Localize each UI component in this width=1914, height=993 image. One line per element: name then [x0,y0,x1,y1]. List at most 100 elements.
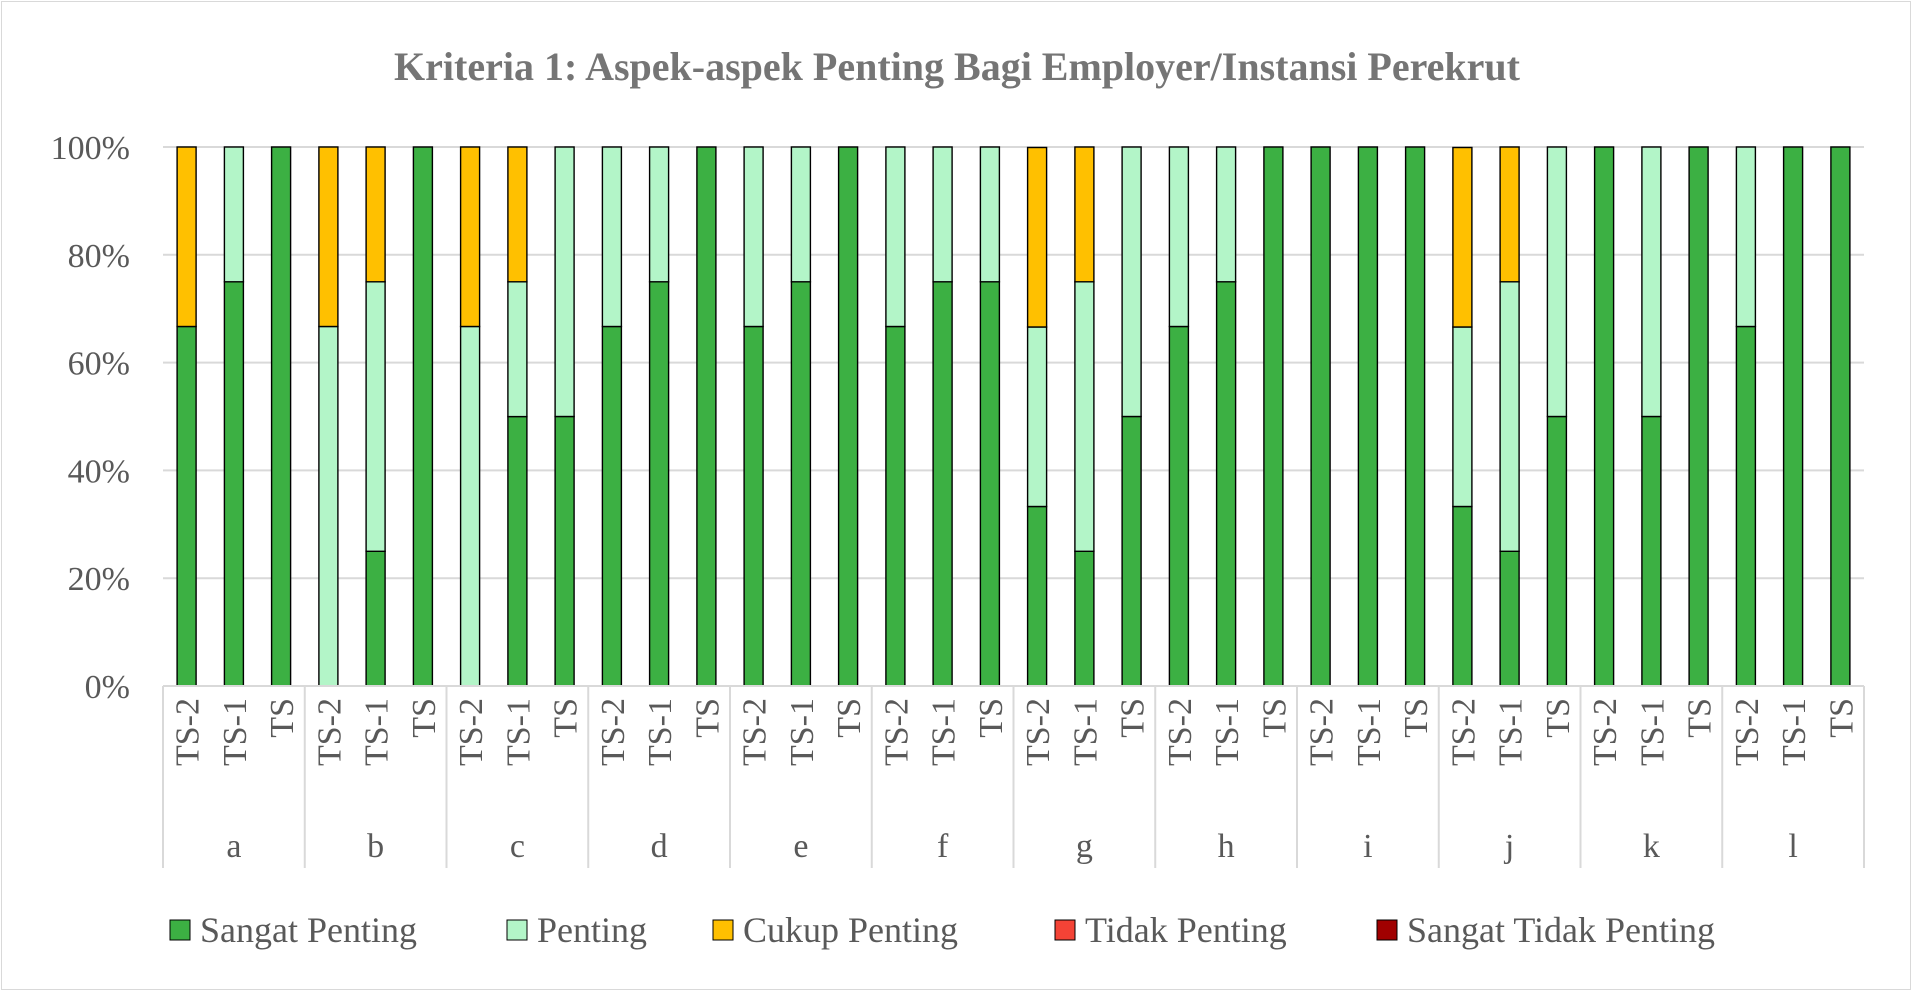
x-subcategory-label: TS-1 [217,698,254,766]
legend-label: Sangat Penting [200,910,417,950]
x-group-label: e [793,828,808,865]
bar-segment [648,146,670,283]
bar-segment [932,146,953,283]
x-subcategory-label: TS-1 [1067,698,1104,766]
x-subcategory-label: TS-1 [359,698,396,766]
bar-segment [743,146,764,328]
bar-segment [365,146,386,283]
bar-segment [885,146,906,328]
bar-segment [601,146,623,328]
bar-segment [1830,146,1851,687]
x-group-label: g [1076,828,1093,865]
bar-segment [507,281,528,418]
x-group-label: d [651,828,668,865]
x-subcategory-label: TS [1398,698,1435,738]
bar-segment [1026,146,1048,328]
bar-segment [318,146,339,328]
bar-segment [459,146,481,328]
bar-segment [743,325,764,687]
bar-segment [1026,505,1048,687]
bar-segment [601,325,623,687]
x-subcategory-label: TS-1 [1351,698,1388,766]
x-subcategory-label: TS-1 [1493,698,1530,766]
bar-segment [979,281,1001,687]
x-subcategory-label: TS-2 [1587,698,1624,766]
y-tick-label: 20% [68,561,130,598]
legend-swatch [1054,919,1076,941]
y-tick-label: 80% [68,238,130,275]
x-group-label: f [937,828,949,865]
bar-segment [1310,146,1331,687]
bar-segment [223,146,245,283]
bar-segment [507,415,528,687]
x-group-label: h [1218,828,1235,865]
bar-segment [790,281,812,687]
bar-segment [1074,550,1095,687]
x-group-label: j [1504,828,1514,865]
bar-segment [1074,281,1095,552]
x-group-label: l [1788,828,1797,865]
bar-segment [554,146,575,418]
legend-swatch [1376,919,1398,941]
bar-segment [1121,146,1142,418]
x-subcategory-label: TS-1 [1634,698,1671,766]
bar-segment [1641,146,1662,418]
x-subcategory-label: TS [548,698,585,738]
x-subcategory-label: TS-1 [784,698,821,766]
bar-segment [365,281,386,552]
bar-segment [1782,146,1804,687]
bar-segment [1357,146,1379,687]
bar-segment [459,325,481,687]
legend-label: Penting [537,910,647,950]
y-tick-label: 40% [68,453,130,490]
x-subcategory-label: TS-1 [1776,698,1813,766]
x-subcategory-label: TS-1 [642,698,679,766]
bar-segment [270,146,292,687]
bar-segment [1593,146,1615,687]
x-subcategory-label: TS [1540,698,1577,738]
bar-segment [1215,146,1237,283]
bar-segment [1499,550,1520,687]
bar-segment [1263,146,1284,687]
bar-segment [1215,281,1237,687]
legend-label: Cukup Penting [743,910,958,950]
bar-segment [365,550,386,687]
bar-segment [412,146,434,687]
bar-segment [1546,415,1568,687]
x-subcategory-label: TS [1256,698,1293,738]
x-subcategory-label: TS [1682,698,1719,738]
y-tick-label: 100% [51,130,130,167]
bar-segment [176,146,197,328]
x-subcategory-label: TS [973,698,1010,738]
legend-swatch [169,919,191,941]
x-group-label: b [367,828,384,865]
x-subcategory-label: TS-1 [1209,698,1246,766]
bar-segment [176,325,197,687]
legend-swatch [506,919,528,941]
x-subcategory-label: TS [1115,698,1152,738]
bar-segment [885,325,906,687]
legend: Sangat Penting Penting Cukup Penting Tidak … [169,910,1715,950]
x-group-label: a [226,828,241,865]
bar-segment [1499,281,1520,552]
x-subcategory-label: TS [831,698,868,738]
bar-segment [1688,146,1709,687]
legend-label: Tidak Penting [1085,910,1287,950]
gridlines [163,146,1864,580]
bar-segment [1121,415,1142,687]
x-subcategory-label: TS-2 [737,698,774,766]
bar-segment [223,281,245,687]
bar-segment [932,281,953,687]
x-group-label: i [1363,828,1372,865]
x-subcategory-label: TS-2 [1304,698,1341,766]
bar-segment [1168,146,1190,328]
bar-segment [1546,146,1568,418]
bar-segment [1735,146,1757,328]
x-subcategory-label: TS [689,698,726,738]
bar-segment [1452,326,1473,508]
x-subcategory-label: TS-2 [1729,698,1766,766]
bar-segment [507,146,528,283]
x-group-label: c [510,828,525,865]
bar-segment [1499,146,1520,283]
